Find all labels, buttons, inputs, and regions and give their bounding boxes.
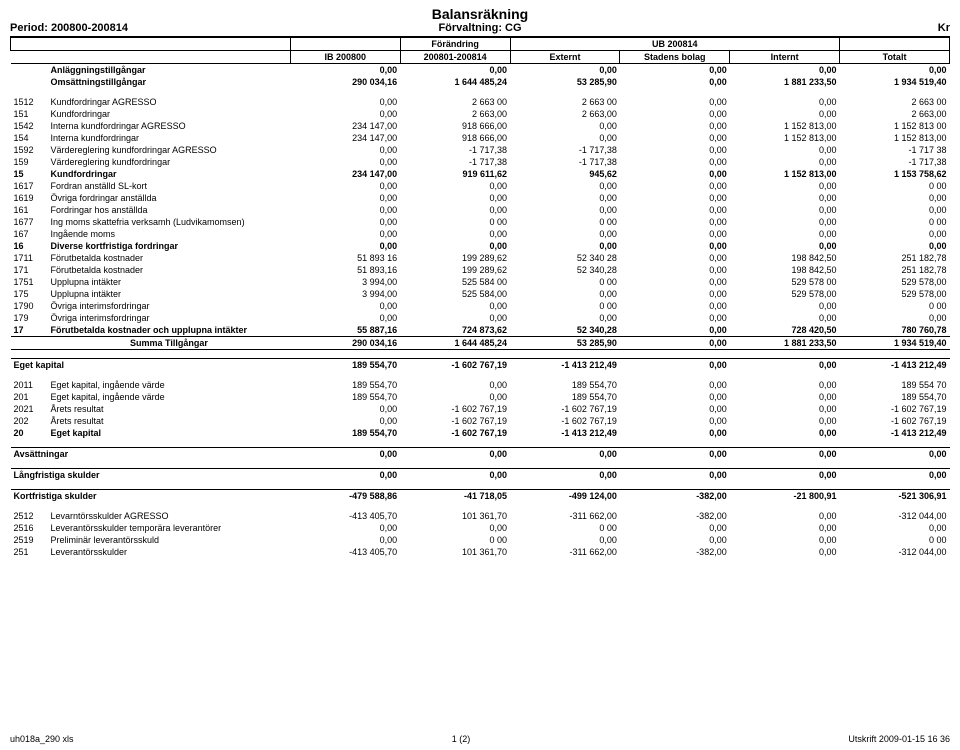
table-row: 1619Övriga fordringar anställda0,000,000… bbox=[11, 192, 950, 204]
table-row: 1592Värdereglering kundfordringar AGRESS… bbox=[11, 144, 950, 156]
table-row: 2516Leverantörsskulder temporära leveran… bbox=[11, 522, 950, 534]
footer-center: 1 (2) bbox=[452, 734, 471, 744]
table-row: 2021Årets resultat0,00-1 602 767,19-1 60… bbox=[11, 403, 950, 415]
eget-kapital-head: Eget kapital 189 554,70 -1 602 767,19 -1… bbox=[11, 359, 950, 372]
col-ib: IB 200800 bbox=[290, 51, 400, 64]
table-row: 179Övriga interimsfordringar0,000,000,00… bbox=[11, 312, 950, 324]
table-row: 167Ingående moms0,000,000,000,000,000,00 bbox=[11, 228, 950, 240]
kort-row: Kortfristiga skulder -479 588,86 -41 718… bbox=[11, 490, 950, 503]
col-bolag: Stadens bolag bbox=[620, 51, 730, 64]
report-title: Balansräkning bbox=[10, 6, 950, 22]
table-row: 161Fordringar hos anställda0,000,000,000… bbox=[11, 204, 950, 216]
footer-left: uh018a_290 xls bbox=[10, 734, 74, 744]
table-row: 251Leverantörsskulder-413 405,70101 361,… bbox=[11, 546, 950, 558]
table-row: 202Årets resultat0,00-1 602 767,19-1 602… bbox=[11, 415, 950, 427]
balance-table: Förändring UB 200814 IB 200800 200801-20… bbox=[10, 37, 950, 558]
table-row: 15Kundfordringar234 147,00919 611,62945,… bbox=[11, 168, 950, 180]
table-row: 16Diverse kortfristiga fordringar0,000,0… bbox=[11, 240, 950, 252]
table-row: 151Kundfordringar0,002 663,002 663,000,0… bbox=[11, 108, 950, 120]
table-row: 201Eget kapital, ingående värde189 554,7… bbox=[11, 391, 950, 403]
col-totalt: Totalt bbox=[840, 51, 950, 64]
period-label: Period: 200800-200814 bbox=[10, 22, 128, 34]
table-row: 1711Förutbetalda kostnader51 893 16199 2… bbox=[11, 252, 950, 264]
table-row: Omsättningstillgångar290 034,161 644 485… bbox=[11, 76, 950, 88]
footer-right: Utskrift 2009-01-15 16 36 bbox=[848, 734, 950, 744]
table-row: 1751Upplupna intäkter3 994,00525 584 000… bbox=[11, 276, 950, 288]
table-row: 1790Övriga interimsfordringar0,000,000 0… bbox=[11, 300, 950, 312]
col-internt: Internt bbox=[730, 51, 840, 64]
table-row: 17Förutbetalda kostnader och upplupna in… bbox=[11, 324, 950, 337]
table-row: 2512Levarntörsskulder AGRESSO-413 405,70… bbox=[11, 510, 950, 522]
col-forandring: 200801-200814 bbox=[400, 51, 510, 64]
table-row: 20Eget kapital189 554,70-1 602 767,19-1 … bbox=[11, 427, 950, 439]
col-externt: Externt bbox=[510, 51, 620, 64]
lang-row: Långfristiga skulder 0,00 0,00 0,00 0,00… bbox=[11, 469, 950, 482]
table-row: 1617Fordran anställd SL-kort0,000,000,00… bbox=[11, 180, 950, 192]
table-row: 171Förutbetalda kostnader51 893,16199 28… bbox=[11, 264, 950, 276]
table-row: 2519Preliminär leverantörsskuld0,000 000… bbox=[11, 534, 950, 546]
col-ub: UB 200814 bbox=[510, 38, 840, 51]
table-row: 154Interna kundfordringar234 147,00918 6… bbox=[11, 132, 950, 144]
page-footer: uh018a_290 xls 1 (2) Utskrift 2009-01-15… bbox=[10, 734, 950, 744]
table-row: Anläggningstillgångar0,000,000,000,000,0… bbox=[11, 64, 950, 77]
table-row bbox=[11, 88, 950, 96]
table-row: 1677Ing moms skattefria verksamh (Ludvik… bbox=[11, 216, 950, 228]
summa-label: Summa Tillgångar bbox=[48, 337, 291, 350]
table-row: 175Upplupna intäkter3 994,00525 584,000,… bbox=[11, 288, 950, 300]
col-forandring-top: Förändring bbox=[400, 38, 510, 51]
subtitle-label: Förvaltning: CG bbox=[438, 22, 521, 34]
table-row: 1512Kundfordringar AGRESSO0,002 663 002 … bbox=[11, 96, 950, 108]
currency-label: Kr bbox=[938, 22, 950, 34]
table-row: 1542Interna kundfordringar AGRESSO234 14… bbox=[11, 120, 950, 132]
summa-row: Summa Tillgångar 290 034,16 1 644 485,24… bbox=[11, 337, 950, 350]
table-row: 159Värdereglering kundfordringar0,00-1 7… bbox=[11, 156, 950, 168]
avs-row: Avsättningar 0,00 0,00 0,00 0,00 0,00 0,… bbox=[11, 448, 950, 461]
table-row: 2011Eget kapital, ingående värde189 554,… bbox=[11, 379, 950, 391]
